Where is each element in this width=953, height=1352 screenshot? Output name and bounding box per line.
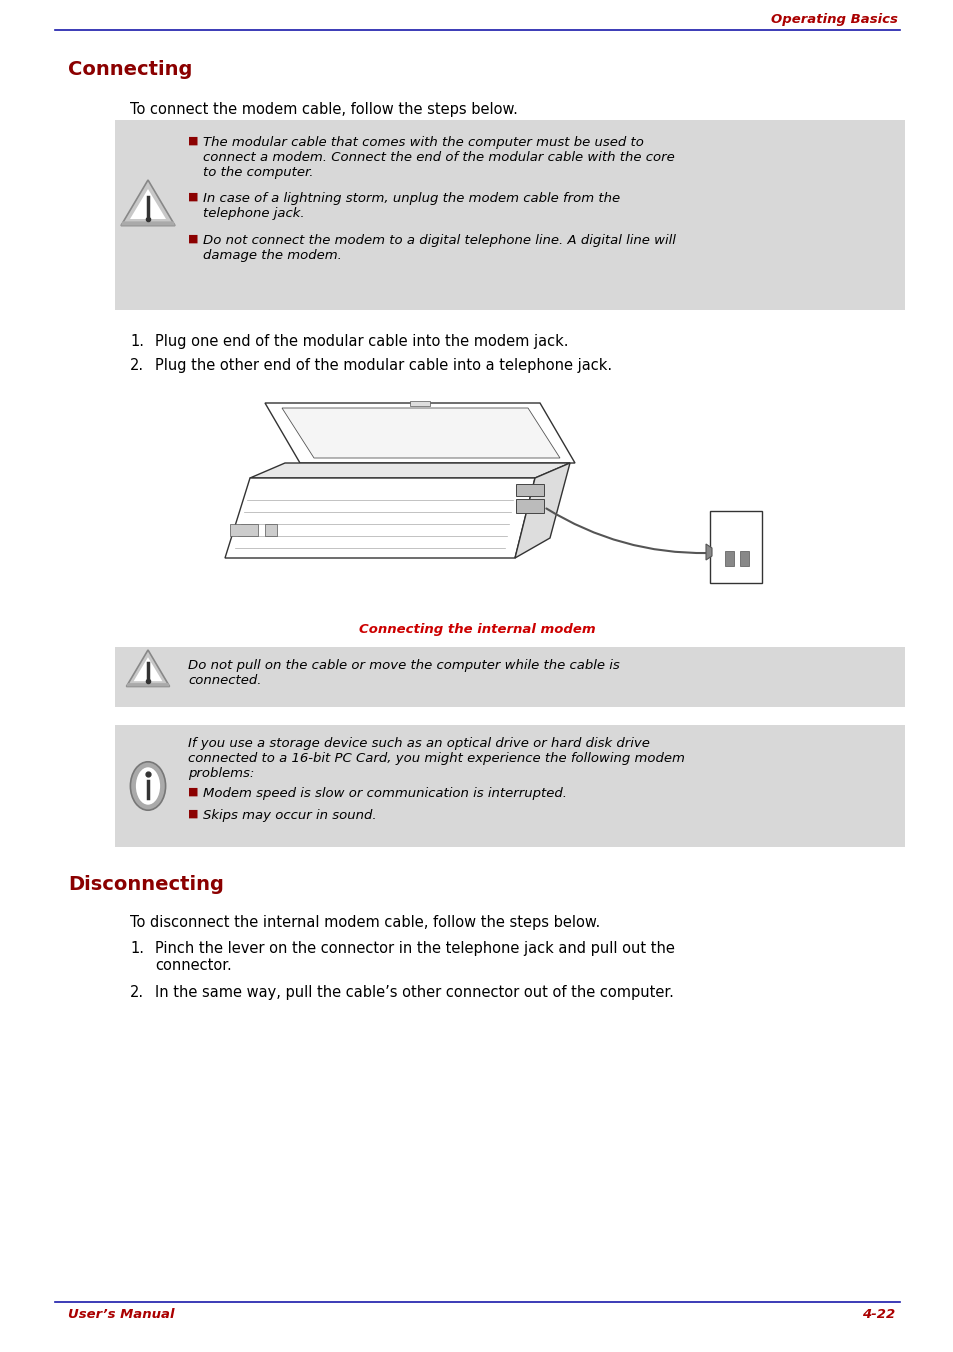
Text: Do not connect the modem to a digital telephone line. A digital line will: Do not connect the modem to a digital te…	[203, 234, 675, 247]
Text: Connecting: Connecting	[68, 59, 193, 78]
Polygon shape	[225, 479, 535, 558]
Text: connected.: connected.	[188, 675, 261, 687]
Text: Skips may occur in sound.: Skips may occur in sound.	[203, 808, 376, 822]
Text: Plug one end of the modular cable into the modem jack.: Plug one end of the modular cable into t…	[154, 334, 568, 349]
Text: problems:: problems:	[188, 767, 254, 780]
Polygon shape	[515, 462, 569, 558]
Ellipse shape	[135, 768, 160, 804]
Bar	[724, 552, 733, 566]
Bar	[410, 402, 430, 406]
Text: ■: ■	[188, 787, 198, 796]
Text: In the same way, pull the cable’s other connector out of the computer.: In the same way, pull the cable’s other …	[154, 986, 673, 1000]
Text: ■: ■	[188, 137, 198, 146]
FancyBboxPatch shape	[115, 120, 904, 310]
Text: Disconnecting: Disconnecting	[68, 875, 224, 894]
Bar	[740, 552, 748, 566]
Bar	[516, 484, 543, 496]
Text: Pinch the lever on the connector in the telephone jack and pull out the: Pinch the lever on the connector in the …	[154, 941, 674, 956]
Text: telephone jack.: telephone jack.	[203, 207, 304, 220]
Text: Operating Basics: Operating Basics	[770, 14, 897, 26]
Text: ■: ■	[188, 234, 198, 243]
Bar	[265, 525, 276, 535]
Text: ■: ■	[188, 192, 198, 201]
Polygon shape	[705, 544, 711, 560]
Text: 1.: 1.	[130, 334, 144, 349]
Text: connector.: connector.	[154, 959, 232, 973]
Text: 2.: 2.	[130, 986, 144, 1000]
Polygon shape	[121, 222, 174, 226]
Bar	[230, 525, 257, 535]
Text: Connecting the internal modem: Connecting the internal modem	[358, 623, 595, 635]
Text: Plug the other end of the modular cable into a telephone jack.: Plug the other end of the modular cable …	[154, 358, 612, 373]
Polygon shape	[126, 650, 170, 687]
Text: To connect the modem cable, follow the steps below.: To connect the modem cable, follow the s…	[130, 101, 517, 118]
Text: To disconnect the internal modem cable, follow the steps below.: To disconnect the internal modem cable, …	[130, 915, 599, 930]
Text: connect a modem. Connect the end of the modular cable with the core: connect a modem. Connect the end of the …	[203, 151, 674, 164]
FancyBboxPatch shape	[115, 725, 904, 846]
Text: User’s Manual: User’s Manual	[68, 1307, 174, 1321]
Polygon shape	[121, 180, 174, 226]
Ellipse shape	[131, 761, 166, 810]
Text: ■: ■	[188, 808, 198, 819]
Text: Do not pull on the cable or move the computer while the cable is: Do not pull on the cable or move the com…	[188, 658, 619, 672]
Polygon shape	[282, 408, 559, 458]
Text: 4-22: 4-22	[861, 1307, 894, 1321]
Polygon shape	[133, 657, 162, 681]
Text: 2.: 2.	[130, 358, 144, 373]
Text: to the computer.: to the computer.	[203, 166, 314, 178]
Text: The modular cable that comes with the computer must be used to: The modular cable that comes with the co…	[203, 137, 643, 149]
Text: In case of a lightning storm, unplug the modem cable from the: In case of a lightning storm, unplug the…	[203, 192, 619, 206]
Text: If you use a storage device such as an optical drive or hard disk drive: If you use a storage device such as an o…	[188, 737, 649, 750]
Bar	[516, 499, 543, 512]
FancyArrowPatch shape	[546, 508, 706, 553]
Polygon shape	[265, 403, 575, 462]
FancyBboxPatch shape	[115, 648, 904, 707]
Text: Modem speed is slow or communication is interrupted.: Modem speed is slow or communication is …	[203, 787, 566, 800]
Polygon shape	[250, 462, 569, 479]
Text: 1.: 1.	[130, 941, 144, 956]
Polygon shape	[130, 189, 166, 219]
Bar	[709, 511, 761, 583]
Text: connected to a 16-bit PC Card, you might experience the following modem: connected to a 16-bit PC Card, you might…	[188, 752, 684, 765]
Polygon shape	[126, 683, 170, 687]
Text: damage the modem.: damage the modem.	[203, 249, 341, 262]
